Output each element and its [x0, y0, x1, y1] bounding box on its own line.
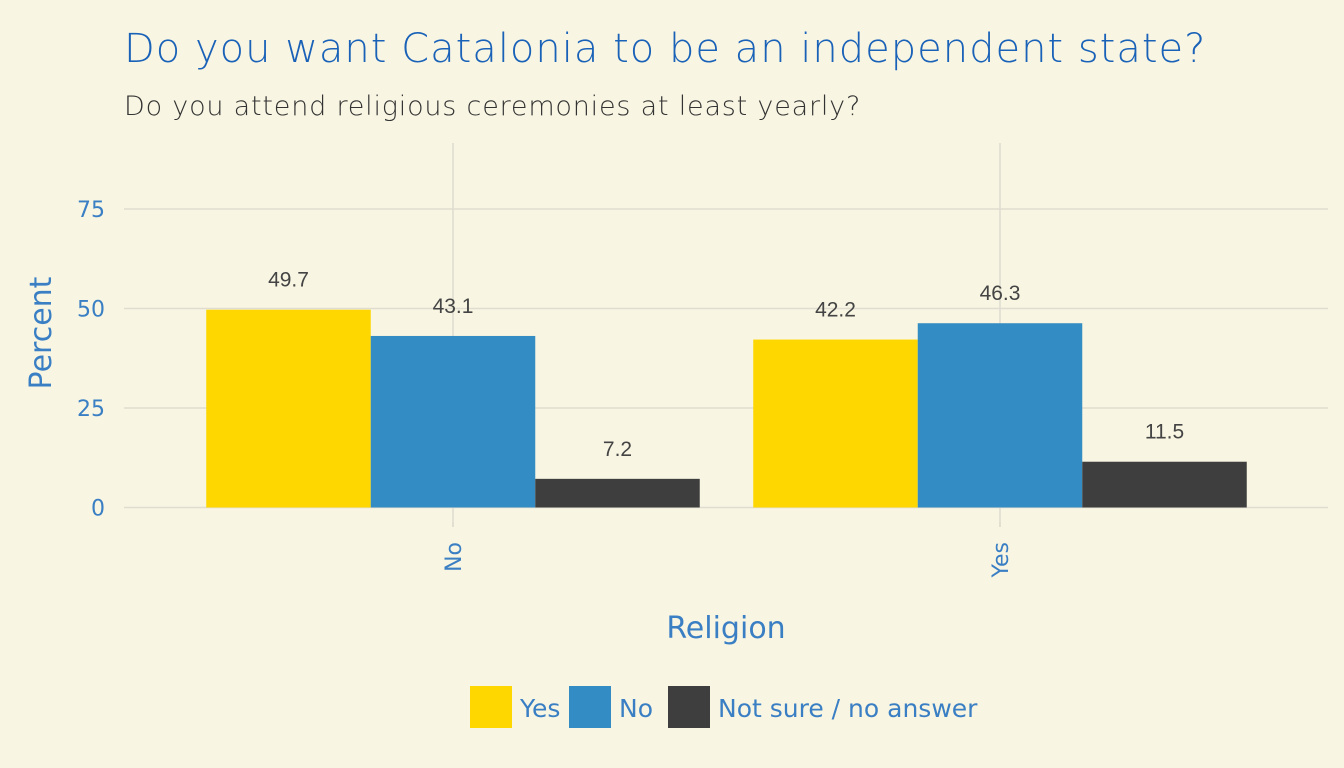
- x-axis: No Yes: [442, 522, 1014, 579]
- legend-label: Not sure / no answer: [718, 694, 978, 723]
- x-tick-label: No: [442, 542, 467, 572]
- chart-subtitle: Do you attend religious ceremonies at le…: [124, 91, 861, 122]
- bar-yes-no: [206, 309, 371, 508]
- bar-value-label: 43.1: [433, 295, 474, 318]
- y-tick-label: 25: [77, 397, 105, 422]
- bar-no-yes: [917, 323, 1083, 508]
- bar-not-sure-no-answer-yes: [1082, 461, 1247, 508]
- bar-value-label: 11.5: [1145, 421, 1184, 444]
- y-axis-title: Percent: [24, 276, 59, 389]
- y-tick-label: 75: [77, 198, 105, 223]
- bar-value-label: 49.7: [268, 269, 309, 292]
- bar-not-sure-no-answer-no: [535, 478, 700, 508]
- legend-swatch: [668, 686, 710, 728]
- legend-label: No: [619, 694, 653, 723]
- bar-value-label: 46.3: [980, 282, 1021, 305]
- chart-title: Do you want Catalonia to be an independe…: [124, 26, 1206, 72]
- data-labels: 49.7 43.1 7.2 42.2 46.3 11.5: [268, 269, 1184, 461]
- y-tick-label: 50: [77, 298, 105, 323]
- legend-label: Yes: [519, 694, 560, 723]
- x-tick-label: Yes: [989, 542, 1014, 579]
- bar-no-no: [370, 335, 536, 508]
- legend-swatch: [470, 686, 512, 728]
- legend: Yes No Not sure / no answer: [470, 686, 978, 728]
- bar-value-label: 42.2: [815, 299, 856, 322]
- x-axis-title: Religion: [666, 611, 785, 646]
- bar-value-label: 7.2: [603, 438, 632, 461]
- y-axis: 0 25 50 75: [77, 198, 105, 522]
- bar-yes-yes: [753, 339, 918, 508]
- legend-swatch: [569, 686, 611, 728]
- bars: [206, 309, 1247, 508]
- y-tick-label: 0: [91, 497, 105, 522]
